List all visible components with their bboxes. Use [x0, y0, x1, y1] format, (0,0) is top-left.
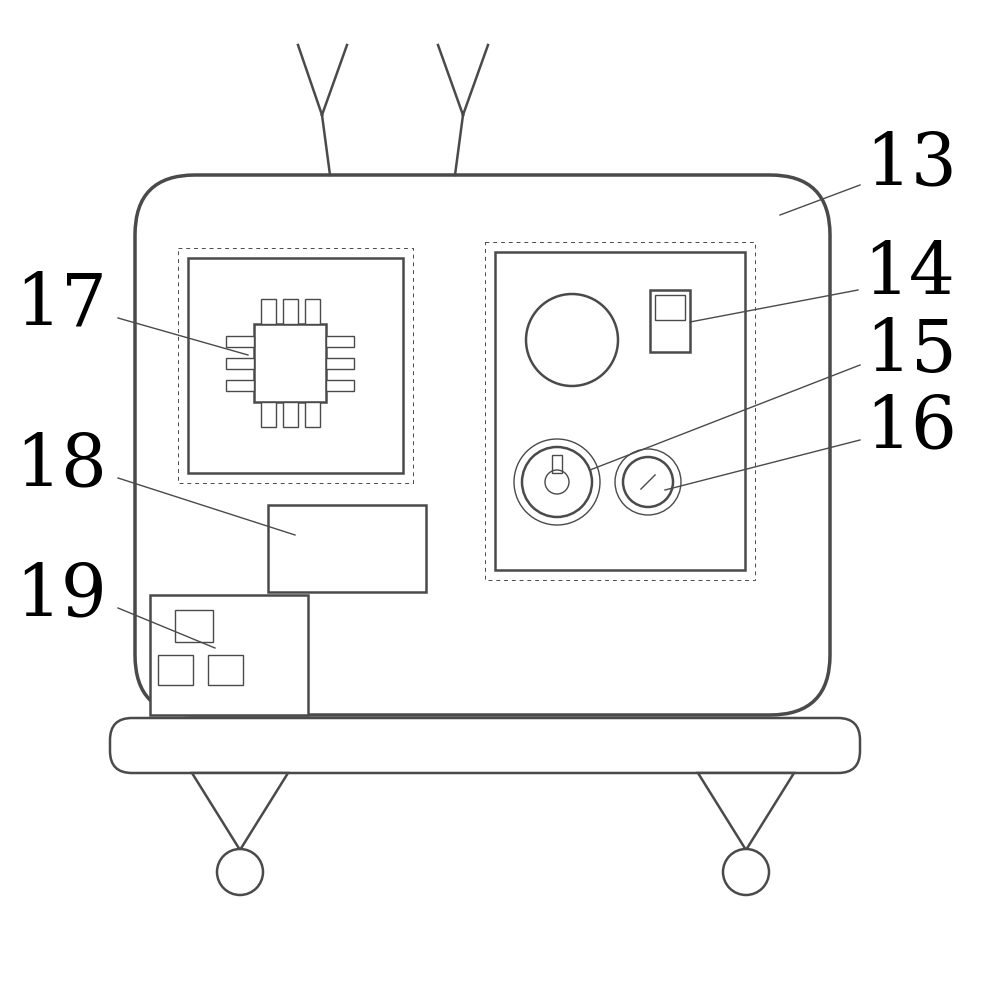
Bar	[150, 595, 308, 715]
Bar	[655, 295, 685, 320]
Bar	[283, 402, 298, 427]
Text: 16: 16	[865, 393, 956, 463]
Text: 14: 14	[863, 240, 954, 310]
Text: 15: 15	[865, 317, 956, 387]
Circle shape	[723, 849, 769, 895]
Bar	[260, 299, 275, 324]
Bar	[326, 336, 354, 347]
Polygon shape	[192, 773, 288, 850]
Bar	[326, 379, 354, 390]
Text: 13: 13	[865, 130, 956, 200]
Bar	[208, 655, 243, 685]
Bar	[305, 402, 319, 427]
Text: 19: 19	[15, 561, 106, 631]
Bar	[650, 290, 690, 352]
Bar	[226, 336, 254, 347]
Bar	[226, 358, 254, 368]
Bar	[260, 402, 275, 427]
Bar	[158, 655, 193, 685]
Bar	[188, 258, 403, 473]
FancyBboxPatch shape	[135, 175, 830, 715]
Bar	[326, 358, 354, 368]
Bar	[305, 299, 319, 324]
Text: 17: 17	[15, 270, 106, 340]
Text: 18: 18	[15, 431, 106, 501]
FancyBboxPatch shape	[110, 718, 860, 773]
Bar	[268, 505, 426, 592]
Bar	[283, 299, 298, 324]
Polygon shape	[698, 773, 794, 850]
Bar	[552, 455, 562, 473]
Bar	[178, 248, 413, 483]
Bar	[485, 242, 755, 580]
Bar	[175, 610, 213, 642]
Bar	[226, 379, 254, 390]
Bar	[495, 252, 745, 570]
Circle shape	[217, 849, 263, 895]
Bar	[254, 324, 326, 402]
